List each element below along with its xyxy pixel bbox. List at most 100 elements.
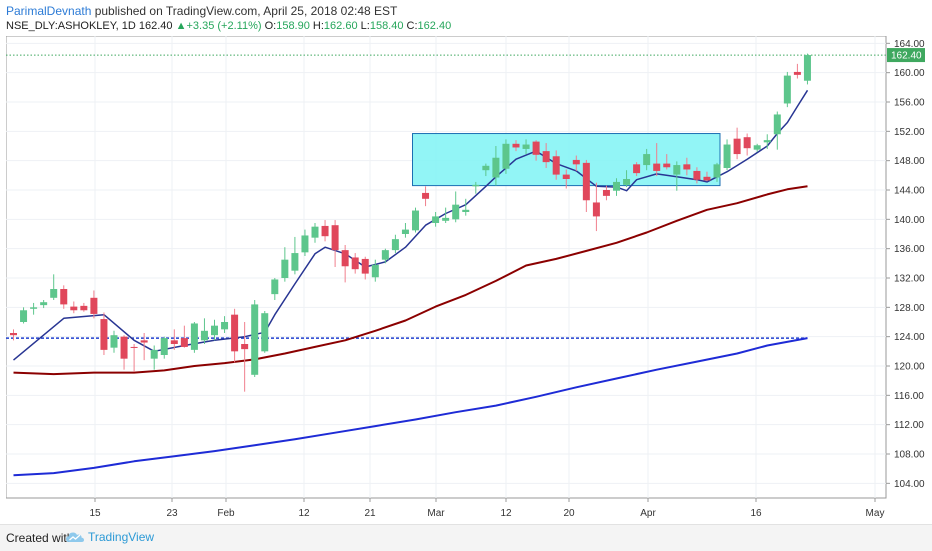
- publish-info: ParimalDevnath published on TradingView.…: [6, 4, 397, 18]
- candle-body: [371, 264, 379, 278]
- candle-body: [532, 141, 540, 155]
- candle-body: [653, 163, 661, 171]
- candle-body: [592, 202, 600, 217]
- candle-body: [763, 140, 771, 143]
- y-tick-label: 116.00: [894, 391, 924, 402]
- candle-body: [663, 163, 671, 168]
- candle-body: [170, 340, 178, 344]
- high-value: 162.60: [323, 20, 358, 32]
- y-tick-label: 104.00: [894, 479, 925, 490]
- candle-body: [160, 338, 168, 355]
- candle-body: [522, 144, 530, 149]
- candle-body: [683, 164, 691, 170]
- symbol-info: NSE_DLY:ASHOKLEY, 1D 162.40 ▲+3.35 (+2.1…: [6, 20, 451, 32]
- y-tick-label: 132.00: [894, 274, 925, 285]
- candle-body: [50, 289, 58, 298]
- x-tick-label: 21: [364, 508, 376, 519]
- candle-body: [40, 302, 48, 306]
- plot-area: [5, 35, 887, 499]
- y-tick-label: 140.00: [894, 215, 925, 226]
- y-tick-label: 152.00: [894, 127, 925, 138]
- sma-long-line: [13, 337, 808, 477]
- tradingview-link[interactable]: TradingView: [88, 530, 155, 544]
- chart-svg[interactable]: 104.00 108.00 112.00 116.00 120.00 124.00 128.…: [5, 35, 926, 524]
- candle-body: [241, 344, 249, 350]
- candle-body: [713, 164, 721, 178]
- candle-body: [733, 138, 741, 155]
- candle-body: [231, 314, 239, 352]
- candle-body: [572, 159, 580, 165]
- candle-body: [793, 71, 801, 75]
- open-label: O:: [264, 20, 277, 32]
- x-tick-label: 20: [563, 508, 575, 519]
- candle-body: [492, 157, 500, 178]
- price-chart[interactable]: 104.00 108.00 112.00 116.00 120.00 124.00 128.…: [5, 35, 926, 524]
- candle-body: [582, 162, 590, 201]
- sma-mid-line: [13, 185, 808, 376]
- candle-body: [120, 336, 128, 359]
- candle-body: [482, 165, 490, 171]
- x-tick-label: Mar: [427, 508, 445, 519]
- publish-text: published on TradingView.com, April 25, …: [91, 4, 398, 18]
- high-label: H:: [312, 20, 324, 32]
- y-tick-label: 136.00: [894, 244, 925, 255]
- candle-body: [673, 165, 681, 175]
- candle-body: [311, 226, 319, 238]
- last-price-tag: [887, 48, 925, 63]
- candle-body: [331, 225, 339, 251]
- y-tick-label: 120.00: [894, 362, 925, 373]
- candle-body: [613, 181, 620, 191]
- candle-body: [20, 310, 28, 322]
- up-arrow-icon: ▲: [175, 20, 187, 32]
- y-tick-label: 128.00: [894, 303, 925, 314]
- candle-body: [633, 164, 641, 174]
- y-tick-label: 144.00: [894, 186, 925, 197]
- price-change: +3.35 (+2.11%): [186, 20, 262, 32]
- close-label: C:: [406, 20, 418, 32]
- candle-body: [140, 340, 148, 343]
- candle-body: [623, 179, 631, 185]
- tradingview-cloud-icon: [66, 532, 84, 542]
- candle-body: [381, 250, 389, 260]
- candle-body: [391, 239, 399, 251]
- candle-body: [753, 145, 761, 150]
- low-value: 158.40: [369, 20, 404, 32]
- candle-body: [643, 154, 651, 166]
- candle-body: [180, 338, 188, 347]
- candle-body: [512, 143, 520, 148]
- candle-body: [90, 297, 98, 314]
- candle-body: [432, 216, 440, 223]
- x-tick-label: 23: [166, 508, 178, 519]
- open-value: 158.90: [276, 20, 310, 32]
- candle-body: [743, 137, 751, 149]
- candle-body: [261, 313, 269, 352]
- candle-body: [351, 257, 359, 270]
- candle-body: [30, 307, 38, 309]
- x-tick-label: 15: [89, 508, 101, 519]
- chart-header: ParimalDevnath published on TradingView.…: [0, 0, 932, 36]
- candle-body: [412, 210, 419, 231]
- candle-body: [70, 306, 78, 311]
- candle-body: [542, 151, 550, 163]
- close-value: 162.40: [417, 20, 452, 32]
- x-tick-label: May: [866, 508, 885, 519]
- candle-body: [341, 250, 349, 267]
- author-link[interactable]: ParimalDevnath: [6, 4, 92, 18]
- candle-body: [110, 335, 118, 348]
- candle-body: [321, 225, 329, 237]
- candle-body: [281, 259, 289, 278]
- candle-body: [271, 279, 279, 295]
- candle-body: [200, 330, 208, 341]
- candle-body: [803, 55, 811, 81]
- candle-body: [361, 258, 369, 274]
- candle-body: [422, 192, 430, 199]
- footer-bar: Created with TradingView: [0, 524, 932, 551]
- candle-body: [10, 333, 17, 336]
- candle-body: [462, 209, 470, 212]
- created-with-text: Created with: [6, 531, 74, 545]
- candle-body: [251, 304, 259, 375]
- candle-body: [190, 323, 198, 350]
- candle-body: [452, 204, 460, 220]
- candle-body: [150, 349, 158, 359]
- candle-body: [301, 235, 309, 253]
